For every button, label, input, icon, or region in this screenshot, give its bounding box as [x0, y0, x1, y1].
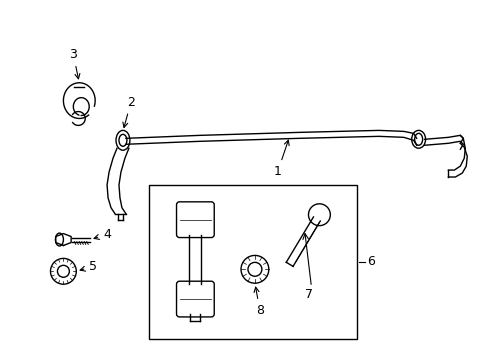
Text: 8: 8: [254, 287, 264, 317]
Text: 1: 1: [273, 140, 288, 178]
Text: 2: 2: [122, 95, 135, 127]
Text: 5: 5: [80, 260, 97, 273]
Circle shape: [308, 204, 330, 226]
Ellipse shape: [116, 130, 130, 150]
Text: 4: 4: [94, 228, 111, 241]
Text: 3: 3: [69, 48, 80, 79]
Ellipse shape: [55, 233, 63, 246]
FancyBboxPatch shape: [176, 202, 214, 238]
Ellipse shape: [411, 130, 425, 148]
Bar: [148, 185, 356, 339]
Text: 6: 6: [366, 255, 374, 268]
Text: 7: 7: [305, 288, 313, 301]
FancyBboxPatch shape: [176, 281, 214, 317]
Circle shape: [241, 255, 268, 283]
Circle shape: [50, 258, 76, 284]
